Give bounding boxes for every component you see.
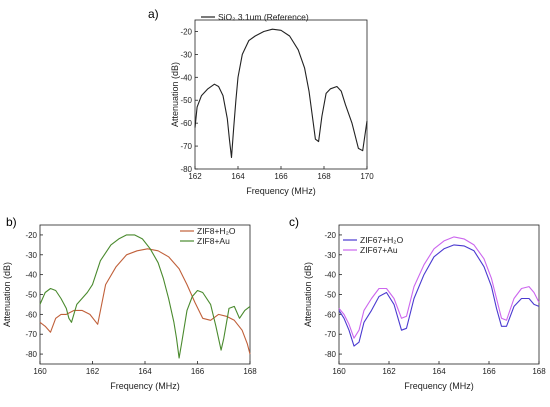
x-tick-label: 166: [191, 367, 205, 376]
x-tick-label: 168: [532, 367, 546, 376]
chart-panel-a: a) 162 164 166 168 170 -20 -30 -40 -50 -60 -70 -80 Fr…: [148, 7, 374, 196]
y-tick-label: -80: [180, 165, 192, 174]
series-line-2: [39, 234, 251, 359]
y-tick-label: -60: [324, 310, 336, 319]
y-tick-label: -50: [180, 96, 192, 105]
y-axis-label: Attenuation (dB): [303, 262, 313, 327]
y-tick-label: -70: [180, 142, 192, 151]
legend-entry: SiO₂ 3.1um (Reference): [218, 12, 309, 22]
series-line-1: [194, 28, 368, 159]
x-tick-label: 164: [432, 367, 446, 376]
y-axis-label: Attenuation (dB): [2, 262, 12, 327]
y-tick-label: -60: [25, 310, 37, 319]
legend-entry: ZIF67+H₂O: [360, 235, 404, 245]
x-tick-label: 164: [138, 367, 152, 376]
plot-frame: [194, 19, 368, 170]
legend-entry: ZIF67+Au: [360, 245, 398, 255]
x-axis-label: Frequency (MHz): [110, 381, 180, 391]
series-line-1: [338, 244, 540, 347]
chart-panel-c: c) 160 162 164 166 168 -20 -30 -40 -50 -60 -70 -80 Fr…: [289, 215, 546, 391]
panel-label: a): [148, 7, 159, 21]
x-tick-label: 162: [382, 367, 396, 376]
x-axis-label: Frequency (MHz): [246, 186, 316, 196]
legend: SiO₂ 3.1um (Reference): [201, 12, 309, 22]
y-tick-label: -70: [324, 330, 336, 339]
x-tick-label: 166: [274, 172, 288, 181]
y-tick-label: -50: [25, 291, 37, 300]
y-tick-label: -20: [25, 231, 37, 240]
y-tick-label: -30: [180, 50, 192, 59]
series-line-1: [39, 248, 251, 355]
x-tick-label: 166: [482, 367, 496, 376]
x-tick-label: 164: [231, 172, 245, 181]
panel-label: b): [6, 215, 17, 229]
legend-entry: ZIF8+H₂O: [197, 226, 236, 236]
y-tick-label: -30: [25, 251, 37, 260]
series-line-2: [338, 236, 540, 339]
y-tick-label: -50: [324, 291, 336, 300]
x-tick-label: 160: [33, 367, 47, 376]
y-tick-label: -80: [324, 350, 336, 359]
y-tick-label: -30: [324, 251, 336, 260]
y-tick-label: -70: [25, 330, 37, 339]
x-tick-label: 168: [317, 172, 331, 181]
y-axis-label: Attenuation (dB): [170, 62, 180, 127]
x-tick-label: 160: [332, 367, 346, 376]
x-axis-label: Frequency (MHz): [404, 381, 474, 391]
y-tick-label: -60: [180, 119, 192, 128]
y-tick-label: -20: [324, 231, 336, 240]
x-tick-label: 162: [188, 172, 202, 181]
x-tick-label: 162: [86, 367, 100, 376]
x-tick-label: 170: [360, 172, 374, 181]
y-tick-label: -40: [324, 271, 336, 280]
panel-label: c): [289, 215, 299, 229]
legend-entry: ZIF8+Au: [197, 236, 230, 246]
y-tick-label: -40: [180, 73, 192, 82]
chart-panel-b: b) 160 162 164 166 168 -20 -30 -40 -50 -60 -70 -80 Fr…: [2, 215, 257, 391]
x-tick-label: 168: [243, 367, 257, 376]
y-tick-label: -40: [25, 271, 37, 280]
y-tick-label: -20: [180, 27, 192, 36]
y-tick-label: -80: [25, 350, 37, 359]
